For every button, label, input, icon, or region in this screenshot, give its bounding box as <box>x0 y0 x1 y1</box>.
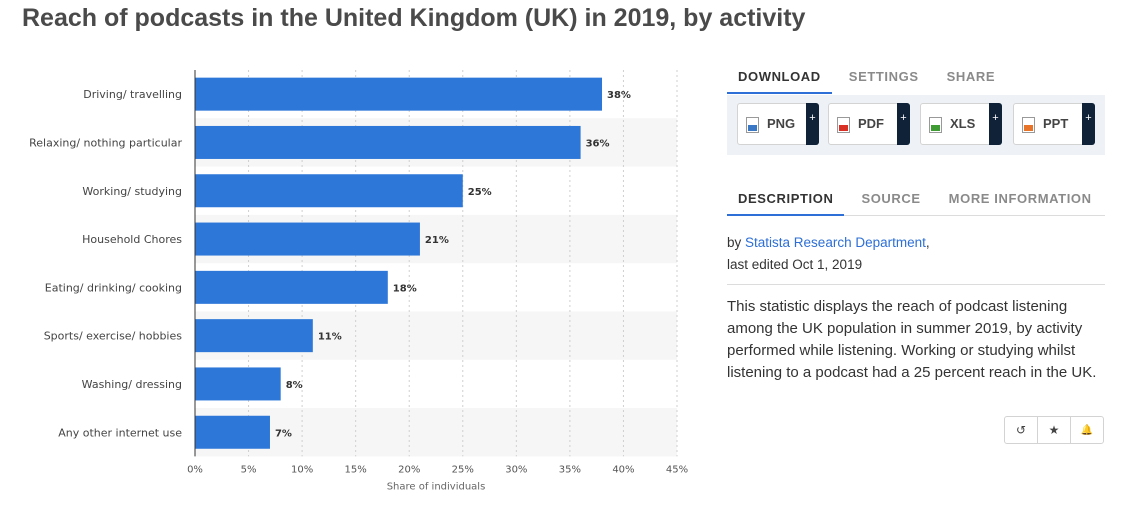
x-tick-label: 5% <box>241 464 257 475</box>
tab-download[interactable]: DOWNLOAD <box>727 69 832 94</box>
bar <box>195 415 270 449</box>
x-tick-label: 25% <box>452 464 474 475</box>
bell-icon[interactable]: 🔔 <box>1070 417 1103 443</box>
xls-plus-icon[interactable]: + <box>989 103 1002 145</box>
x-tick-label: 30% <box>505 464 527 475</box>
action-buttons: ↺ ★ 🔔 <box>1004 416 1104 444</box>
category-label: Any other internet use <box>58 426 182 439</box>
download-pdf-label: PDF <box>858 116 884 131</box>
png-plus-icon[interactable]: + <box>806 103 819 145</box>
bar <box>195 319 313 353</box>
x-tick-label: 0% <box>187 464 203 475</box>
category-label: Working/ studying <box>82 185 182 198</box>
x-tick-label: 35% <box>559 464 581 475</box>
category-label: Household Chores <box>82 233 182 246</box>
category-label: Washing/ dressing <box>82 378 182 391</box>
data-label: 11% <box>318 332 342 343</box>
tab-source[interactable]: SOURCE <box>861 191 921 206</box>
tab-more-information[interactable]: MORE INFORMATION <box>948 191 1092 206</box>
star-icon[interactable]: ★ <box>1037 417 1070 443</box>
bar <box>195 125 581 159</box>
info-tabs: DESCRIPTION SOURCE MORE INFORMATION <box>727 191 1105 216</box>
pdf-file-icon <box>837 117 850 133</box>
download-pdf-button[interactable]: PDF + <box>828 103 910 145</box>
data-label: 8% <box>286 380 303 391</box>
download-xls-button[interactable]: XLS + <box>920 103 1002 145</box>
x-axis-label: Share of individuals <box>387 481 486 492</box>
download-png-button[interactable]: PNG + <box>737 103 819 145</box>
png-file-icon <box>746 117 759 133</box>
row-band <box>195 408 677 457</box>
tab-settings[interactable]: SETTINGS <box>848 69 919 84</box>
author-link[interactable]: Statista Research Department <box>745 235 926 250</box>
bar <box>195 222 420 256</box>
bar <box>195 270 388 304</box>
pdf-plus-icon[interactable]: + <box>897 103 910 145</box>
x-tick-label: 40% <box>612 464 634 475</box>
tab-share[interactable]: SHARE <box>946 69 996 84</box>
x-tick-label: 45% <box>666 464 688 475</box>
bar-chart: 38% Driving/ travelling 36% Relaxing/ nothi… <box>29 70 688 492</box>
author-prefix: by <box>727 235 742 250</box>
last-edited: last edited Oct 1, 2019 <box>727 257 863 272</box>
download-png-label: PNG <box>767 116 796 131</box>
x-tick-label: 20% <box>398 464 420 475</box>
divider <box>727 284 1105 285</box>
x-tick-label: 10% <box>291 464 313 475</box>
tab-description[interactable]: DESCRIPTION <box>727 191 845 216</box>
page-title: Reach of podcasts in the United Kingdom … <box>22 4 806 32</box>
bar <box>195 77 603 111</box>
bar <box>195 174 463 208</box>
xls-file-icon <box>929 117 942 133</box>
download-ppt-button[interactable]: PPT + <box>1013 103 1095 145</box>
data-label: 25% <box>468 187 492 198</box>
author-info: by Statista Research Department, last ed… <box>727 232 1105 276</box>
bar <box>195 367 281 401</box>
category-label: Eating/ drinking/ cooking <box>45 281 182 294</box>
download-xls-label: XLS <box>950 116 976 131</box>
history-icon[interactable]: ↺ <box>1015 423 1027 437</box>
x-tick-label: 15% <box>345 464 367 475</box>
category-label: Sports/ exercise/ hobbies <box>44 330 183 343</box>
download-ppt-label: PPT <box>1043 116 1069 131</box>
data-label: 18% <box>393 283 417 294</box>
category-label: Driving/ travelling <box>83 88 182 101</box>
download-tabs: DOWNLOAD SETTINGS SHARE <box>727 69 1105 94</box>
statistic-description: This statistic displays the reach of pod… <box>727 298 1097 381</box>
data-label: 7% <box>275 428 292 439</box>
ppt-file-icon <box>1022 117 1035 133</box>
category-label: Relaxing/ nothing particular <box>29 136 182 149</box>
author-suffix: , <box>925 235 930 250</box>
download-panel: PNG + PDF + XLS + PPT + <box>727 95 1105 155</box>
ppt-plus-icon[interactable]: + <box>1082 103 1095 145</box>
data-label: 36% <box>586 138 610 149</box>
data-label: 21% <box>425 235 449 246</box>
data-label: 38% <box>607 90 631 101</box>
